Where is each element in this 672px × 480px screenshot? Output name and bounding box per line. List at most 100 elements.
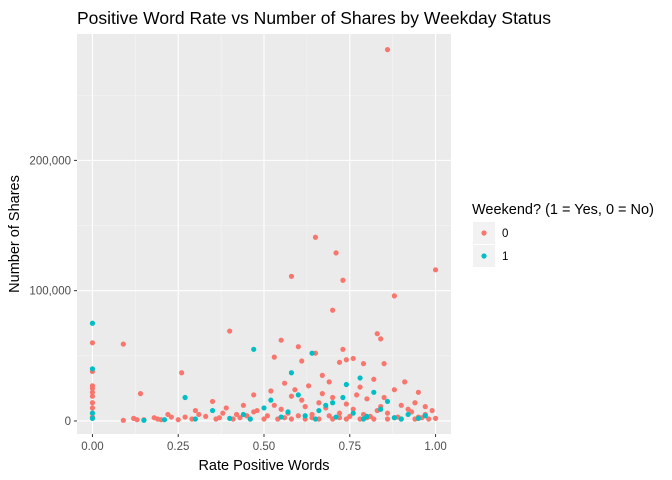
scatter-point-weekend-1 (371, 389, 377, 395)
scatter-point-weekend-0 (354, 392, 360, 398)
scatter-point-weekend-0 (295, 344, 301, 350)
scatter-point-weekend-0 (398, 402, 404, 408)
scatter-point-weekend-1 (309, 350, 315, 356)
major-gridlines (77, 34, 451, 434)
x-tick-label: 0.00 (81, 441, 103, 453)
scatter-point-weekend-0 (319, 391, 325, 397)
scatter-point-weekend-0 (209, 398, 216, 405)
x-tick-label: 1.00 (424, 441, 446, 453)
scatter-point-weekend-0 (432, 267, 439, 273)
scatter-point-weekend-0 (343, 416, 349, 422)
scatter-point-weekend-0 (264, 413, 271, 419)
scatter-point-weekend-0 (182, 414, 188, 420)
scatter-point-weekend-1 (330, 400, 336, 406)
scatter-point-weekend-0 (155, 416, 161, 422)
scatter-point-weekend-1 (378, 406, 384, 412)
scatter-point-weekend-1 (340, 394, 346, 401)
legend-point-1 (481, 253, 487, 259)
y-tick-label: 100,000 (29, 286, 71, 298)
scatter-point-weekend-0 (216, 415, 222, 421)
scatter-point-weekend-0 (240, 402, 247, 408)
scatter-point-weekend-0 (336, 410, 343, 416)
scatter-point-weekend-1 (422, 413, 428, 419)
scatter-point-weekend-0 (89, 393, 96, 399)
scatter-point-weekend-0 (223, 405, 229, 411)
scatter-point-weekend-1 (278, 414, 284, 420)
scatter-point-weekend-0 (312, 234, 319, 240)
scatter-point-weekend-0 (292, 387, 298, 393)
scatter-point-weekend-0 (384, 47, 391, 53)
legend-entries: 01 (473, 222, 508, 267)
scatter-point-weekend-0 (288, 393, 295, 399)
scatter-point-weekend-0 (330, 307, 336, 313)
scatter-point-weekend-0 (89, 385, 96, 391)
scatter-point-weekend-0 (278, 337, 284, 343)
chart-title: Positive Word Rate vs Number of Shares b… (77, 8, 551, 28)
scatter-point-weekend-1 (89, 366, 96, 372)
scatter-point-weekend-0 (196, 411, 202, 418)
scatter-point-weekend-0 (316, 400, 322, 406)
x-axis-title: Rate Positive Words (198, 458, 329, 474)
scatter-point-weekend-0 (357, 384, 363, 390)
scatter-point-weekend-0 (426, 416, 432, 422)
scatter-point-weekend-1 (316, 407, 322, 414)
scatter-point-weekend-0 (179, 370, 185, 376)
scatter-point-weekend-1 (240, 411, 247, 418)
scatter-point-weekend-0 (271, 354, 277, 360)
scatter-point-weekend-1 (398, 416, 404, 422)
scatter-point-weekend-1 (247, 416, 253, 422)
scatter-point-weekend-0 (251, 409, 257, 415)
y-axis-title: Number of Shares (7, 175, 23, 293)
scatter-point-weekend-1 (357, 375, 363, 381)
scatter-point-weekend-0 (220, 410, 226, 416)
scatter-point-weekend-0 (405, 406, 411, 412)
scatter-point-weekend-0 (89, 340, 96, 346)
scatter-point-weekend-0 (381, 394, 387, 401)
x-tick-label: 0.75 (339, 441, 361, 453)
scatter-point-weekend-0 (371, 416, 377, 422)
scatter-point-weekend-0 (415, 389, 422, 395)
scatter-point-weekend-0 (343, 401, 349, 407)
scatter-point-weekend-1 (295, 392, 301, 398)
scatter-point-weekend-0 (288, 273, 295, 279)
scatter-point-weekend-0 (237, 415, 243, 421)
scatter-point-weekend-1 (89, 410, 96, 416)
scatter-point-weekend-0 (360, 361, 367, 367)
scatter-point-weekend-1 (312, 416, 319, 422)
x-tick-label: 0.50 (253, 441, 275, 453)
scatter-point-weekend-0 (336, 359, 343, 365)
scatter-point-weekend-0 (251, 392, 257, 398)
scatter-point-weekend-0 (281, 380, 288, 386)
scatter-point-weekend-1 (360, 416, 367, 422)
scatter-point-weekend-0 (89, 405, 96, 411)
scatter-point-weekend-0 (227, 328, 233, 334)
scatter-point-weekend-0 (371, 376, 377, 382)
scatter-point-weekend-0 (120, 417, 126, 423)
scatter-point-weekend-0 (302, 404, 308, 410)
scatter-point-weekend-0 (168, 414, 174, 420)
scatter-point-weekend-0 (350, 406, 356, 412)
scatter-point-weekend-0 (378, 336, 384, 342)
legend-point-0 (481, 230, 487, 236)
scatter-point-weekend-1 (251, 346, 257, 352)
scatter-point-weekend-0 (432, 415, 439, 421)
scatter-point-weekend-1 (141, 417, 147, 423)
scatter-point-weekend-0 (299, 397, 305, 403)
scatter-point-weekend-0 (412, 400, 418, 406)
scatter-point-weekend-1 (288, 370, 295, 376)
scatter-point-weekend-0 (350, 355, 356, 362)
scatter-point-weekend-0 (340, 346, 346, 352)
scatter-point-weekend-1 (384, 398, 391, 405)
scatter-point-weekend-0 (422, 404, 428, 410)
scatter-point-weekend-0 (192, 407, 198, 414)
scatter-point-weekend-0 (326, 413, 332, 419)
scatter-point-weekend-0 (364, 396, 370, 402)
scatter-point-weekend-1 (261, 405, 267, 411)
legend-label-1: 1 (502, 251, 508, 263)
scatter-point-weekend-0 (340, 277, 346, 283)
scatter-point-weekend-1 (323, 402, 329, 408)
scatter-point-weekend-0 (319, 372, 325, 378)
scatter-point-weekend-1 (333, 414, 339, 420)
scatter-point-weekend-0 (295, 413, 301, 419)
